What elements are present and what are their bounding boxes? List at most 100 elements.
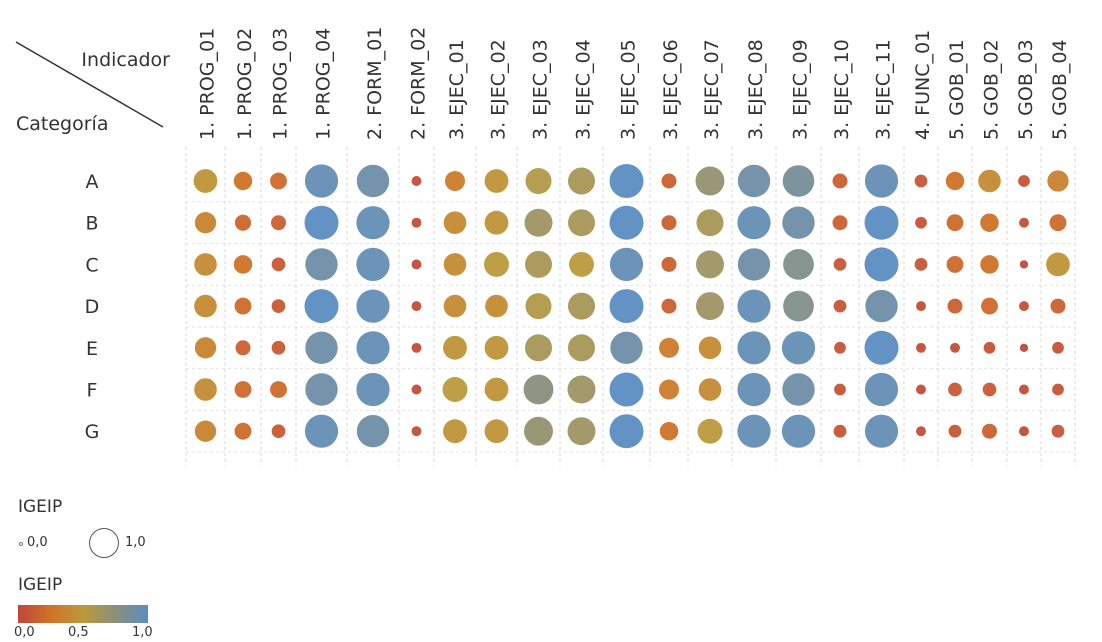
column-label: 1. PROG_03 — [270, 28, 292, 140]
column-label: 5. GOB_04 — [1049, 39, 1071, 140]
bubble — [864, 164, 899, 198]
bubble — [524, 250, 553, 278]
bubbles — [193, 164, 1070, 449]
bubble — [484, 169, 509, 193]
column-label: 2. FORM_02 — [408, 27, 430, 140]
corner-label-indicador: Indicador — [81, 49, 170, 71]
bubble — [524, 208, 553, 237]
column-label: 1. PROG_04 — [313, 28, 335, 140]
bubble — [781, 331, 816, 365]
bubble — [271, 299, 286, 313]
bubble — [864, 330, 899, 365]
bubble — [983, 341, 996, 354]
bubble — [981, 297, 998, 315]
bubble — [304, 164, 339, 198]
column-label: 5. GOB_03 — [1015, 39, 1037, 140]
color-legend-tick-max: 1,0 — [132, 625, 153, 640]
bubble — [782, 206, 815, 239]
bubble — [609, 247, 644, 282]
column-labels: 1. PROG_01 1. PROG_02 1. PROG_03 1. PROG_04… — [197, 27, 1072, 140]
bubble — [443, 294, 467, 318]
bubble — [305, 331, 338, 364]
column-label: 3. EJEC_05 — [618, 39, 640, 140]
bubble — [783, 290, 814, 322]
column-label: 2. FORM_01 — [364, 27, 386, 140]
column-label: 5. GOB_01 — [946, 39, 968, 140]
bubble — [234, 297, 252, 315]
bubble — [659, 337, 679, 358]
bubble — [834, 341, 846, 354]
row-label: G — [85, 421, 100, 443]
bubble — [194, 378, 217, 401]
bubble — [782, 165, 815, 197]
bubble — [950, 342, 960, 353]
bubble — [914, 258, 928, 271]
bubble — [864, 205, 899, 240]
bubble — [484, 419, 509, 444]
bubble — [484, 335, 509, 360]
bubble — [661, 256, 677, 272]
bubble — [304, 205, 339, 240]
bubble — [194, 253, 217, 276]
bubble — [659, 421, 679, 441]
column-label: 1. PROG_02 — [234, 28, 256, 140]
bubble — [982, 423, 997, 439]
bubble — [233, 255, 253, 274]
bubble — [610, 331, 643, 364]
bubble-matrix-chart: Indicador Categoría 1. PROG_01 1. PROG_02… — [15, 27, 1076, 466]
bubble — [411, 426, 422, 437]
size-legend-big-circle — [89, 528, 119, 558]
bubble — [271, 257, 286, 272]
bubble — [864, 414, 899, 448]
bubble — [948, 382, 962, 397]
bubble — [916, 342, 926, 353]
bubble — [270, 172, 287, 190]
bubble — [525, 168, 552, 194]
bubble — [916, 384, 926, 395]
bubble — [698, 336, 722, 360]
bubble — [737, 248, 771, 281]
column-label: 3. EJEC_11 — [873, 39, 895, 140]
bubble — [833, 299, 847, 313]
bubble — [525, 293, 552, 320]
size-legend-max-label: 1,0 — [125, 535, 146, 550]
bubble — [695, 166, 725, 196]
bubble — [1019, 217, 1029, 228]
color-legend-gradient-bar — [18, 605, 148, 623]
bubble — [443, 419, 467, 444]
column-label: 3. EJEC_09 — [790, 39, 812, 140]
bubble — [1052, 341, 1064, 354]
bubble — [567, 167, 596, 195]
bubble — [356, 247, 390, 282]
bubble — [609, 205, 644, 240]
bubble — [411, 259, 422, 270]
bubble — [567, 209, 596, 237]
bubble — [982, 382, 997, 397]
bubble — [659, 379, 679, 400]
bubble — [194, 337, 217, 359]
column-label: 5. GOB_02 — [981, 39, 1003, 140]
bubble — [567, 334, 596, 362]
bubble — [781, 414, 816, 448]
bubble — [193, 169, 218, 193]
bubble — [782, 373, 815, 406]
column-label: 3. EJEC_01 — [446, 39, 468, 140]
bubble — [484, 210, 509, 235]
bubble — [737, 331, 771, 365]
column-label: 3. EJEC_04 — [573, 39, 595, 140]
bubble — [304, 289, 339, 324]
bubble — [1019, 260, 1029, 269]
bubble — [523, 374, 554, 405]
bubble — [833, 258, 847, 271]
bubble — [356, 415, 390, 448]
bubble — [194, 420, 217, 442]
bubble — [356, 331, 390, 365]
bubble — [1052, 383, 1064, 396]
row-label: D — [85, 296, 100, 318]
bubble — [737, 206, 771, 240]
bubble — [1019, 301, 1029, 312]
bubble — [833, 424, 847, 438]
bubble — [484, 377, 509, 402]
bubble — [980, 255, 999, 274]
